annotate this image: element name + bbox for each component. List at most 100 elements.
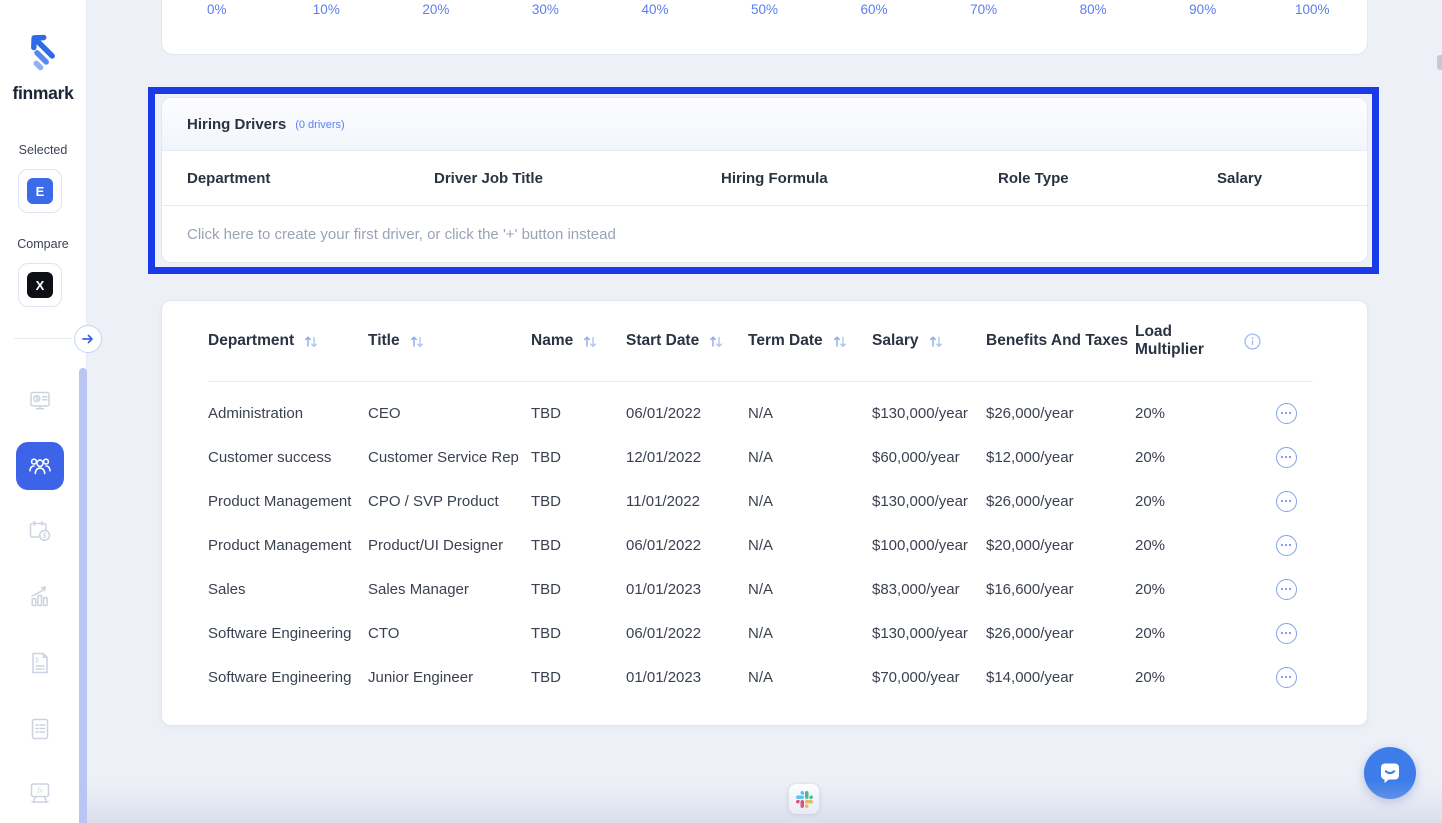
sort-arrows-icon <box>583 334 597 349</box>
finmark-logo[interactable]: finmark <box>0 30 86 104</box>
cell-name[interactable]: TBD <box>531 669 626 686</box>
sidebar-scrollbar[interactable] <box>79 368 87 823</box>
table-row: Administration CEO TBD 06/01/2022 N/A $1… <box>162 391 1367 435</box>
cell-name[interactable]: TBD <box>531 405 626 422</box>
chat-widget-button[interactable] <box>1364 747 1416 799</box>
metrics-chart-icon <box>27 584 53 610</box>
cell-start-date[interactable]: 11/01/2022 <box>626 493 748 510</box>
sidebar-item-dashboard[interactable] <box>16 377 64 425</box>
sidebar-item-hiring[interactable] <box>16 442 64 490</box>
cell-start-date[interactable]: 06/01/2022 <box>626 405 748 422</box>
cell-term-date[interactable]: N/A <box>748 493 872 510</box>
cell-title[interactable]: Customer Service Rep <box>368 449 531 466</box>
hiring-drivers-column-headers: DepartmentDriver Job TitleHiring Formula… <box>162 151 1367 206</box>
cell-department[interactable]: Product Management <box>208 493 368 510</box>
cell-benefits[interactable]: $14,000/year <box>986 669 1135 686</box>
cell-title[interactable]: Sales Manager <box>368 581 531 598</box>
cell-salary[interactable]: $60,000/year <box>872 449 986 466</box>
cell-department[interactable]: Software Engineering <box>208 625 368 642</box>
cell-term-date[interactable]: N/A <box>748 449 872 466</box>
page-scrollbar-thumb[interactable] <box>1437 55 1442 70</box>
column-header-label: Load Multiplier <box>1135 323 1234 359</box>
cell-load-multiplier[interactable]: 20% <box>1135 405 1261 422</box>
cell-title[interactable]: Junior Engineer <box>368 669 531 686</box>
cell-name[interactable]: TBD <box>531 493 626 510</box>
sort-button[interactable] <box>709 334 723 349</box>
sidebar-item-formulas[interactable]: fx <box>16 769 64 817</box>
cell-department[interactable]: Administration <box>208 405 368 422</box>
more-options-button[interactable] <box>1276 579 1297 600</box>
cell-start-date[interactable]: 01/01/2023 <box>626 669 748 686</box>
sidebar-collapse-button[interactable] <box>74 325 102 353</box>
sort-button[interactable] <box>833 334 847 349</box>
cell-start-date[interactable]: 12/01/2022 <box>626 449 748 466</box>
cell-load-multiplier[interactable]: 20% <box>1135 581 1261 598</box>
sort-button[interactable] <box>410 334 424 349</box>
more-options-button[interactable] <box>1276 403 1297 424</box>
cell-load-multiplier[interactable]: 20% <box>1135 669 1261 686</box>
cell-department[interactable]: Software Engineering <box>208 669 368 686</box>
cell-load-multiplier[interactable]: 20% <box>1135 625 1261 642</box>
cell-department[interactable]: Product Management <box>208 537 368 554</box>
cell-term-date[interactable]: N/A <box>748 581 872 598</box>
cell-title[interactable]: CEO <box>368 405 531 422</box>
sort-button[interactable] <box>304 334 318 349</box>
cell-salary[interactable]: $100,000/year <box>872 537 986 554</box>
cell-benefits[interactable]: $26,000/year <box>986 493 1135 510</box>
cell-salary[interactable]: $130,000/year <box>872 625 986 642</box>
cell-load-multiplier[interactable]: 20% <box>1135 449 1261 466</box>
sidebar-item-metrics[interactable] <box>16 573 64 621</box>
cell-title[interactable]: CTO <box>368 625 531 642</box>
more-options-button[interactable] <box>1276 535 1297 556</box>
column-header: Term Date <box>748 332 872 350</box>
more-options-button[interactable] <box>1276 667 1297 688</box>
compare-scenario-button[interactable]: X <box>18 263 62 307</box>
cell-term-date[interactable]: N/A <box>748 625 872 642</box>
cell-name[interactable]: TBD <box>531 537 626 554</box>
cell-start-date[interactable]: 06/01/2022 <box>626 625 748 642</box>
hiring-drivers-card: Hiring Drivers (0 drivers) DepartmentDri… <box>161 97 1368 263</box>
cell-benefits[interactable]: $20,000/year <box>986 537 1135 554</box>
hiring-drivers-count: (0 drivers) <box>295 117 345 131</box>
cell-benefits[interactable]: $16,600/year <box>986 581 1135 598</box>
info-button[interactable] <box>1244 333 1261 350</box>
cell-salary[interactable]: $130,000/year <box>872 493 986 510</box>
more-options-button[interactable] <box>1276 491 1297 512</box>
hiring-drivers-empty-state[interactable]: Click here to create your first driver, … <box>162 206 1367 262</box>
cell-term-date[interactable]: N/A <box>748 669 872 686</box>
cell-load-multiplier[interactable]: 20% <box>1135 537 1261 554</box>
cell-title[interactable]: Product/UI Designer <box>368 537 531 554</box>
more-options-button[interactable] <box>1276 623 1297 644</box>
slack-integration-button[interactable] <box>789 784 819 814</box>
cell-name[interactable]: TBD <box>531 449 626 466</box>
cell-salary[interactable]: $83,000/year <box>872 581 986 598</box>
cell-start-date[interactable]: 01/01/2023 <box>626 581 748 598</box>
cell-term-date[interactable]: N/A <box>748 537 872 554</box>
selected-label: Selected <box>0 143 86 157</box>
sort-button[interactable] <box>929 334 943 349</box>
more-options-button[interactable] <box>1276 447 1297 468</box>
cell-term-date[interactable]: N/A <box>748 405 872 422</box>
brand-wordmark: finmark <box>0 83 86 104</box>
table-row: Product Management CPO / SVP Product TBD… <box>162 479 1367 523</box>
scale-tick: 40% <box>600 2 710 17</box>
cell-salary[interactable]: $70,000/year <box>872 669 986 686</box>
cell-benefits[interactable]: $26,000/year <box>986 405 1135 422</box>
finmark-logo-icon <box>22 30 64 76</box>
cell-title[interactable]: CPO / SVP Product <box>368 493 531 510</box>
cell-department[interactable]: Sales <box>208 581 368 598</box>
scale-tick: 80% <box>1038 2 1148 17</box>
cell-start-date[interactable]: 06/01/2022 <box>626 537 748 554</box>
cell-salary[interactable]: $130,000/year <box>872 405 986 422</box>
sort-button[interactable] <box>583 334 597 349</box>
sidebar-item-payroll[interactable]: $ <box>16 507 64 555</box>
sidebar-item-reports[interactable] <box>16 705 64 753</box>
cell-benefits[interactable]: $12,000/year <box>986 449 1135 466</box>
cell-department[interactable]: Customer success <box>208 449 368 466</box>
selected-scenario-button[interactable]: E <box>18 169 62 213</box>
cell-benefits[interactable]: $26,000/year <box>986 625 1135 642</box>
sidebar-item-financials[interactable]: $ <box>16 639 64 687</box>
cell-name[interactable]: TBD <box>531 625 626 642</box>
cell-load-multiplier[interactable]: 20% <box>1135 493 1261 510</box>
cell-name[interactable]: TBD <box>531 581 626 598</box>
